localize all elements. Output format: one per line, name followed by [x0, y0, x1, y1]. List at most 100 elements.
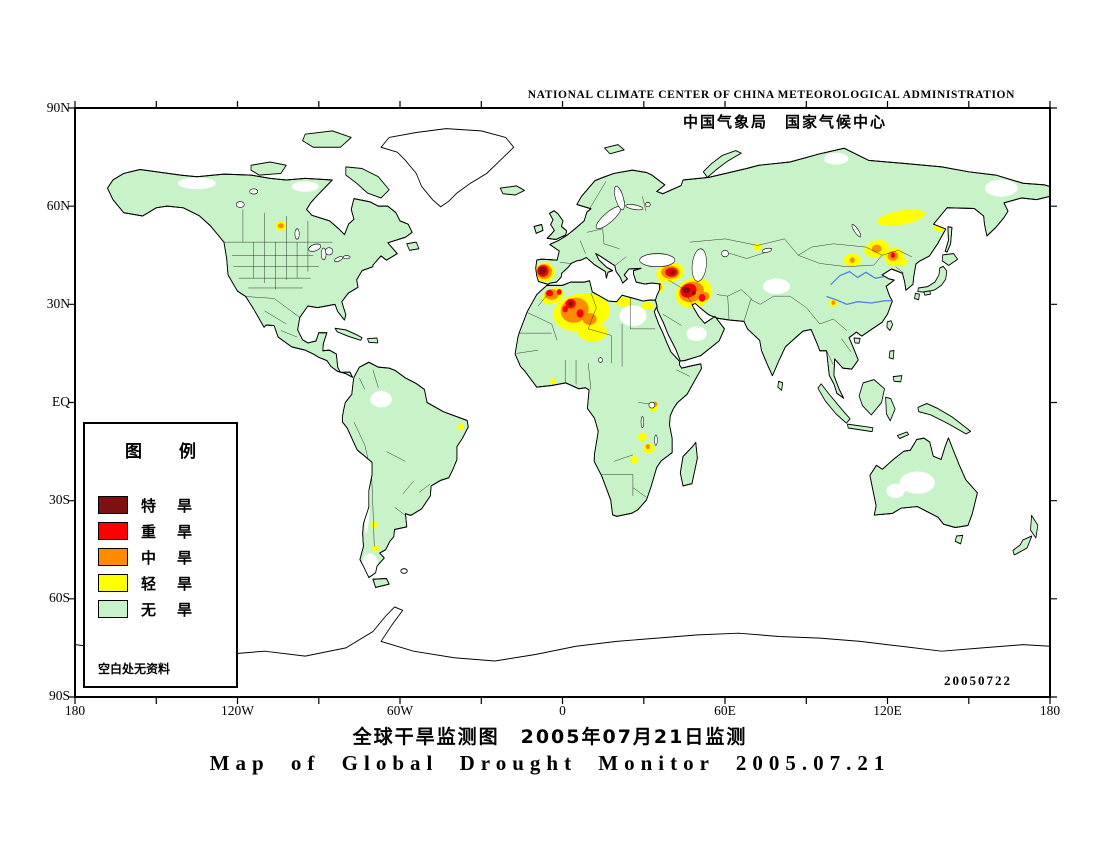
map-frame-border — [74, 107, 1051, 698]
legend-item-extreme: 特 旱 — [98, 492, 236, 518]
legend-item-light: 轻 旱 — [98, 570, 236, 596]
island-ellesmere — [300, 129, 353, 149]
island-mindanao — [891, 374, 904, 384]
lake-malawi — [654, 434, 658, 446]
legend-label-moderate: 中 旱 — [141, 548, 196, 567]
island-cuba — [333, 326, 364, 342]
island-sulawesi — [883, 395, 897, 423]
great-bear-lake — [249, 188, 259, 195]
legend-label-extreme: 特 旱 — [141, 496, 196, 515]
lake-ontario — [342, 255, 351, 260]
world-map — [68, 101, 1057, 704]
rivers — [826, 270, 893, 306]
lake-erie — [334, 256, 343, 263]
lat-label-eq: EQ — [52, 394, 70, 409]
island-shikoku — [922, 289, 933, 297]
lake-huron — [324, 247, 334, 256]
map-canvas — [75, 126, 1050, 697]
date-stamp: 20050722 — [944, 673, 1012, 688]
island-baffin — [344, 165, 391, 200]
island-taiwan — [885, 319, 895, 333]
island-victoria — [249, 160, 288, 177]
legend-item-severe: 重 旱 — [98, 518, 236, 544]
lake-ladoga — [645, 201, 651, 208]
landmass-greenland — [379, 126, 516, 209]
lat-label-60n: 60N — [46, 198, 70, 213]
map-title-english: Map of Global Drought Monitor 2005.07.21 — [209, 751, 891, 775]
lake-winnipeg — [294, 228, 300, 240]
lon-label-180w: 180 — [64, 703, 86, 718]
frame-ticks — [68, 101, 1057, 704]
black-sea — [639, 253, 676, 268]
lat-label-90n: 90N — [46, 100, 70, 115]
lon-label-120w: 120W — [221, 703, 254, 718]
island-sumatra — [816, 382, 852, 425]
island-timor — [895, 430, 911, 441]
island-falklands — [400, 568, 408, 574]
map-legend: 图 例 特 旱 重 旱 中 旱 轻 旱 — [83, 422, 238, 688]
lat-label-60s: 60S — [48, 590, 70, 605]
drought-extreme — [538, 266, 696, 307]
legend-label-severe: 重 旱 — [141, 522, 196, 541]
lon-label-180e: 180 — [1039, 703, 1061, 718]
caspian-sea — [691, 248, 707, 282]
lake-superior — [308, 243, 322, 252]
island-tasmania — [953, 533, 965, 546]
island-hokkaido — [940, 251, 960, 268]
landmass-madagascar — [678, 440, 700, 488]
legend-swatch-extreme — [98, 496, 128, 514]
island-luzon — [887, 348, 896, 361]
yangtze-river — [826, 295, 893, 306]
org-name-en: NATIONAL CLIMATE CENTER OF CHINA METEORO… — [527, 89, 1015, 101]
island-new-guinea — [916, 401, 973, 436]
gulf-of-bothnia — [614, 185, 625, 211]
lake-tanganyika — [640, 416, 645, 429]
map-title-chinese: 全球干旱监测图 2005年07月21日监测 — [352, 726, 748, 748]
legend-label-light: 轻 旱 — [141, 574, 196, 593]
yellow-river — [830, 270, 884, 286]
island-borneo — [857, 377, 887, 417]
island-honshu — [916, 264, 949, 294]
lake-baikal — [851, 224, 862, 238]
lon-label-0: 0 — [559, 703, 566, 718]
landmasses — [105, 129, 1050, 590]
gulf-of-finland — [625, 204, 644, 211]
island-nz-south — [1011, 534, 1034, 557]
no-data-patches — [177, 152, 1018, 576]
great-slave-lake — [235, 201, 245, 208]
legend-items: 特 旱 重 旱 中 旱 轻 旱 无 旱 — [98, 492, 236, 622]
legend-swatch-severe — [98, 522, 128, 540]
lakes-and-seas — [235, 185, 862, 446]
lake-chad — [597, 357, 603, 363]
drought-layer — [275, 209, 947, 552]
island-java — [845, 422, 875, 434]
legend-swatch-none — [98, 600, 128, 618]
lat-label-90s: 90S — [48, 688, 70, 703]
org-name-cn: 中国气象局 国家气候中心 — [682, 113, 887, 131]
legend-swatch-moderate — [98, 548, 128, 566]
legend-swatch-light — [98, 574, 128, 592]
island-iceland — [498, 184, 527, 197]
legend-title: 图 例 — [125, 442, 206, 462]
aral-sea — [721, 250, 729, 258]
lake-victoria — [648, 401, 656, 409]
lake-balkhash — [761, 247, 773, 253]
lon-label-60e: 60E — [714, 703, 736, 718]
lon-label-120e: 120E — [873, 703, 902, 718]
landmass-south-america — [340, 360, 470, 580]
legend-item-moderate: 中 旱 — [98, 544, 236, 570]
island-nz-north — [1028, 513, 1040, 540]
legend-item-none: 无 旱 — [98, 596, 236, 622]
map-area: 中国气象局 国家气候中心 图 例 特 旱 重 旱 中 旱 轻 旱 — [68, 101, 1057, 704]
island-svalbard — [602, 143, 626, 156]
island-newfoundland — [405, 240, 421, 252]
no-data-landmasses — [75, 126, 1050, 697]
island-kyushu — [912, 291, 922, 302]
legend-note: 空白处无资料 — [98, 662, 171, 676]
legend-label-none: 无 旱 — [141, 600, 196, 619]
island-hispaniola — [365, 336, 380, 345]
lon-label-60w: 60W — [386, 703, 414, 718]
lat-label-30n: 30N — [46, 296, 70, 311]
island-hainan — [852, 336, 862, 345]
lat-label-30s: 30S — [48, 492, 70, 507]
